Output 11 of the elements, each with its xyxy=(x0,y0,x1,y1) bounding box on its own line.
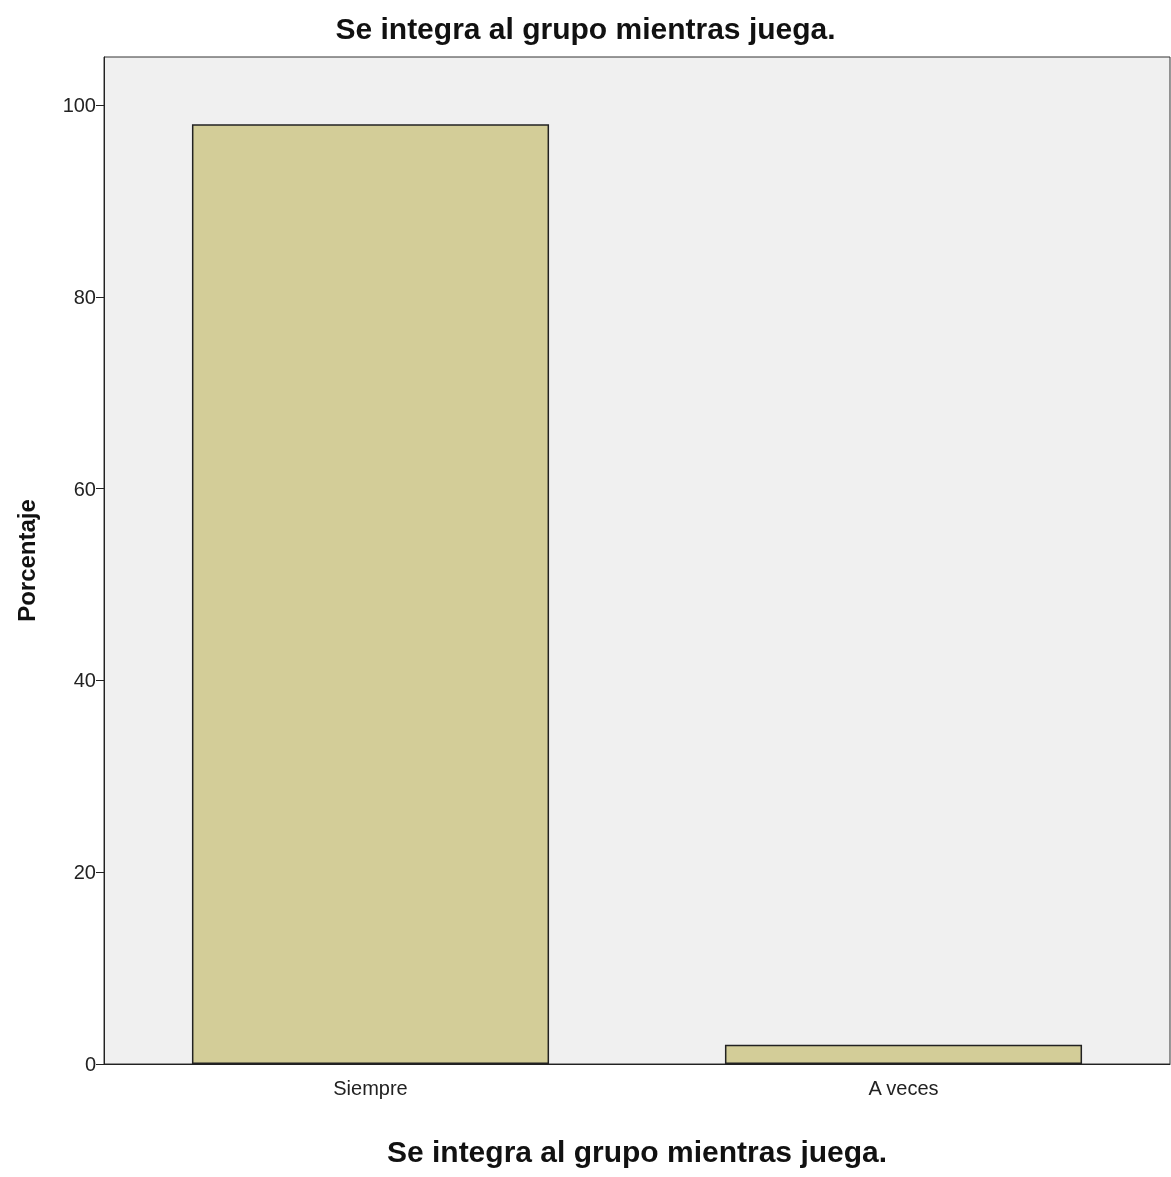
y-tick-label: 80 xyxy=(73,285,96,308)
x-tick-label: A veces xyxy=(868,1077,939,1099)
y-tick-label: 60 xyxy=(73,477,96,500)
chart-title: Se integra al grupo mientras juega. xyxy=(335,11,836,45)
y-tick-label: 100 xyxy=(62,93,96,116)
y-tick-label: 20 xyxy=(73,861,96,884)
x-axis-title: Se integra al grupo mientras juega. xyxy=(386,1134,888,1168)
y-tick-label: 40 xyxy=(73,669,96,692)
y-tick-label: 0 xyxy=(84,1053,96,1075)
y-axis-title: Porcentaje xyxy=(12,499,40,622)
x-tick-label: Siempre xyxy=(333,1077,408,1099)
